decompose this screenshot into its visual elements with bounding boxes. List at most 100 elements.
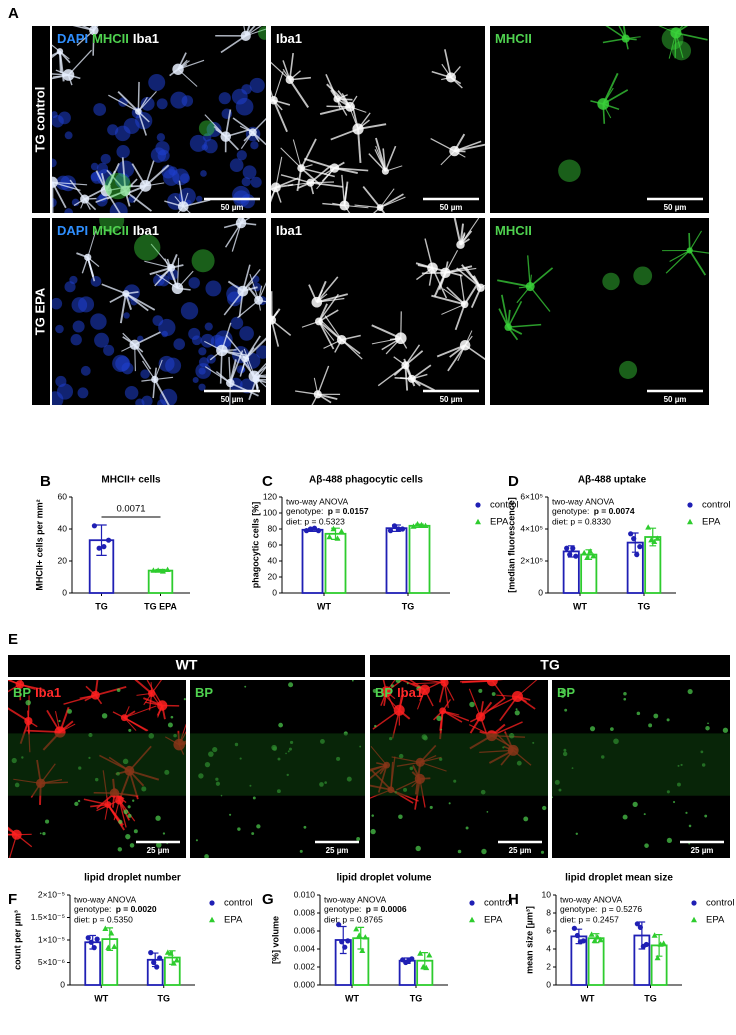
process bbox=[166, 258, 179, 289]
droplet bbox=[448, 802, 451, 805]
stats-genotype: genotype: p = 0.0006 bbox=[324, 904, 407, 914]
x-tick-label: TG bbox=[158, 993, 171, 1003]
droplet bbox=[244, 685, 247, 688]
nucleus bbox=[94, 332, 110, 348]
process bbox=[336, 94, 348, 100]
panel-letter: G bbox=[262, 891, 274, 908]
process bbox=[121, 344, 135, 352]
stats-diet: diet: p = 0.5323 bbox=[286, 516, 345, 526]
group-label: WT bbox=[176, 657, 198, 673]
process bbox=[443, 682, 449, 708]
data-point bbox=[303, 528, 310, 534]
process bbox=[136, 692, 152, 696]
process bbox=[344, 205, 369, 209]
mhc-blob bbox=[661, 28, 684, 50]
process bbox=[336, 98, 348, 116]
y-tick-label: 0 bbox=[546, 979, 551, 989]
data-point bbox=[170, 960, 177, 966]
process bbox=[154, 367, 157, 380]
process bbox=[146, 680, 163, 706]
y-tick-label: 60 bbox=[58, 491, 68, 501]
nucleus bbox=[172, 168, 190, 186]
droplet bbox=[632, 801, 638, 807]
nucleus bbox=[77, 387, 89, 399]
panel-letter: A bbox=[8, 5, 19, 22]
y-tick-label: 0 bbox=[60, 979, 65, 989]
data-point bbox=[353, 926, 360, 932]
bar bbox=[580, 553, 598, 594]
droplet bbox=[622, 814, 628, 820]
nucleus bbox=[195, 195, 203, 203]
process bbox=[244, 337, 266, 360]
nucleus bbox=[240, 194, 255, 209]
process bbox=[92, 30, 95, 56]
data-point bbox=[422, 522, 429, 528]
process bbox=[675, 32, 708, 41]
nucleus bbox=[52, 114, 64, 128]
process bbox=[292, 139, 302, 169]
process bbox=[460, 238, 470, 246]
droplet bbox=[589, 726, 596, 732]
droplet bbox=[688, 824, 692, 828]
mhc-blob bbox=[558, 159, 581, 183]
y-tick-label: 4 bbox=[546, 943, 551, 953]
legend-label: control bbox=[706, 898, 735, 909]
group-header bbox=[370, 655, 730, 677]
y-tick-label: 0 bbox=[538, 587, 543, 597]
process bbox=[372, 709, 400, 730]
process bbox=[271, 310, 279, 321]
nucleus bbox=[198, 383, 206, 391]
process bbox=[106, 185, 134, 192]
y-tick-label: 0.004 bbox=[294, 943, 316, 953]
nucleus bbox=[203, 139, 218, 154]
process bbox=[241, 358, 247, 371]
process bbox=[94, 694, 103, 705]
process bbox=[93, 26, 99, 31]
process bbox=[52, 181, 88, 186]
y-tick-label: 6 bbox=[546, 925, 551, 935]
stats-test: two-way ANOVA bbox=[74, 894, 137, 904]
nucleus bbox=[124, 386, 139, 400]
nucleus bbox=[80, 365, 91, 376]
bar bbox=[147, 569, 174, 594]
process bbox=[225, 136, 240, 151]
process bbox=[287, 182, 311, 187]
data-point bbox=[342, 944, 348, 950]
process bbox=[253, 362, 266, 377]
legend-label: EPA bbox=[706, 915, 725, 926]
process bbox=[602, 103, 620, 111]
data-point bbox=[345, 938, 351, 944]
process bbox=[334, 339, 343, 353]
process bbox=[119, 293, 127, 324]
process bbox=[479, 701, 484, 717]
x-tick-label: TG bbox=[638, 601, 651, 611]
mhc-blob bbox=[633, 266, 653, 286]
process bbox=[288, 79, 310, 109]
data-point bbox=[570, 545, 576, 551]
process bbox=[253, 375, 266, 388]
nucleus bbox=[188, 277, 200, 289]
droplet bbox=[416, 686, 422, 691]
process bbox=[311, 393, 319, 405]
data-point bbox=[154, 964, 160, 970]
process bbox=[428, 267, 434, 286]
process bbox=[411, 682, 445, 685]
group-header bbox=[8, 655, 365, 677]
process bbox=[137, 111, 147, 136]
nucleus bbox=[195, 363, 212, 379]
droplet bbox=[370, 828, 376, 835]
process bbox=[461, 264, 482, 289]
data-point bbox=[648, 537, 655, 543]
droplet bbox=[278, 722, 283, 728]
nucleus bbox=[148, 74, 166, 91]
process bbox=[507, 300, 523, 328]
droplet bbox=[523, 816, 529, 822]
nucleus bbox=[100, 153, 111, 165]
legend-label: control bbox=[484, 898, 513, 909]
legend-label: EPA bbox=[224, 915, 243, 926]
data-point bbox=[590, 553, 597, 559]
nucleus bbox=[70, 334, 82, 346]
data-point bbox=[628, 531, 634, 537]
image-content bbox=[370, 680, 548, 855]
process bbox=[280, 147, 302, 169]
